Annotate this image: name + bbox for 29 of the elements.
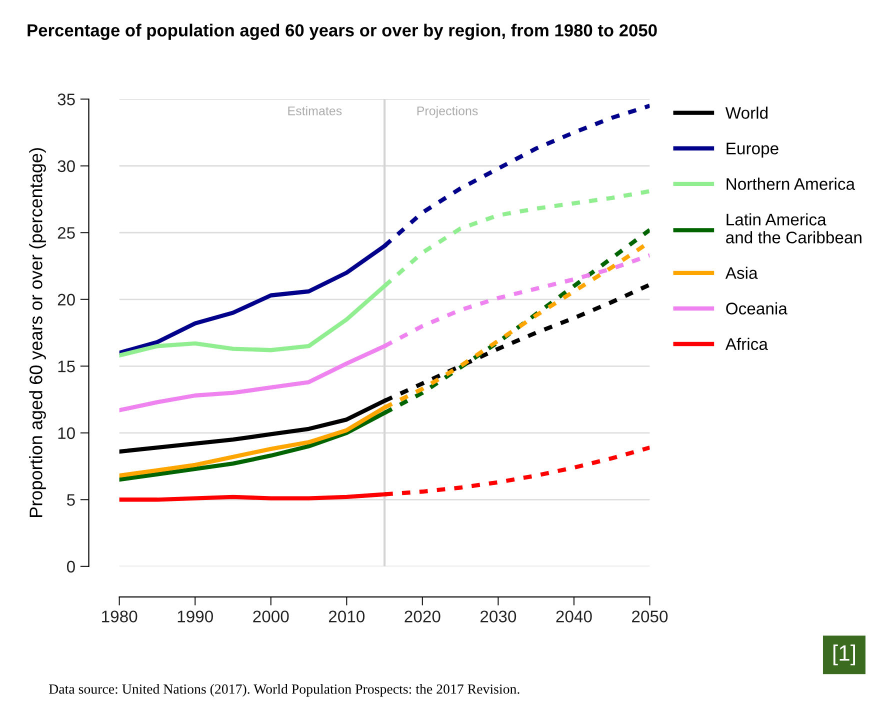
legend-label: Asia: [725, 266, 758, 279]
y-tick-label: 35: [58, 94, 75, 106]
annotation: Estimates: [288, 106, 342, 116]
x-tick-label: 2010: [328, 610, 365, 622]
y-tick-label: 25: [58, 227, 75, 239]
x-tick-label: 2000: [253, 610, 289, 622]
x-tick-label: 1990: [178, 610, 213, 622]
chart-title: Percentage of population aged 60 years or over by region, from 1980 to 2050: [28, 24, 657, 40]
x-tick-label: 2040: [556, 610, 592, 622]
y-tick-label: 0: [66, 560, 75, 573]
y-tick-label: 10: [58, 427, 75, 440]
legend-label: Latin America and the Caribbean: [726, 213, 862, 244]
legend-label: Northern America: [726, 178, 856, 190]
x-tick-label: 2050: [632, 610, 668, 622]
y-tick-label: 20: [58, 294, 75, 306]
legend-label: Oceania: [726, 302, 788, 314]
legend-label: Africa: [725, 338, 768, 350]
source-note: Data source: United Nations (2017). World Population Prospects: the 2017 Revision.: [49, 684, 520, 697]
text: [1]: [833, 644, 855, 666]
x-tick-label: 2030: [480, 610, 516, 622]
legend-label: World: [725, 106, 768, 119]
y-tick-label: 5: [66, 494, 75, 506]
annotation: Projections: [417, 106, 478, 118]
y-axis-title: Proportion aged 60 years or over (percentage): [29, 148, 46, 517]
legend-label: Europe: [726, 142, 778, 158]
y-tick-label: 30: [58, 160, 75, 172]
y-tick-label: 15: [58, 360, 75, 372]
x-tick-label: 1980: [102, 610, 138, 622]
x-tick-label: 2020: [404, 610, 440, 622]
